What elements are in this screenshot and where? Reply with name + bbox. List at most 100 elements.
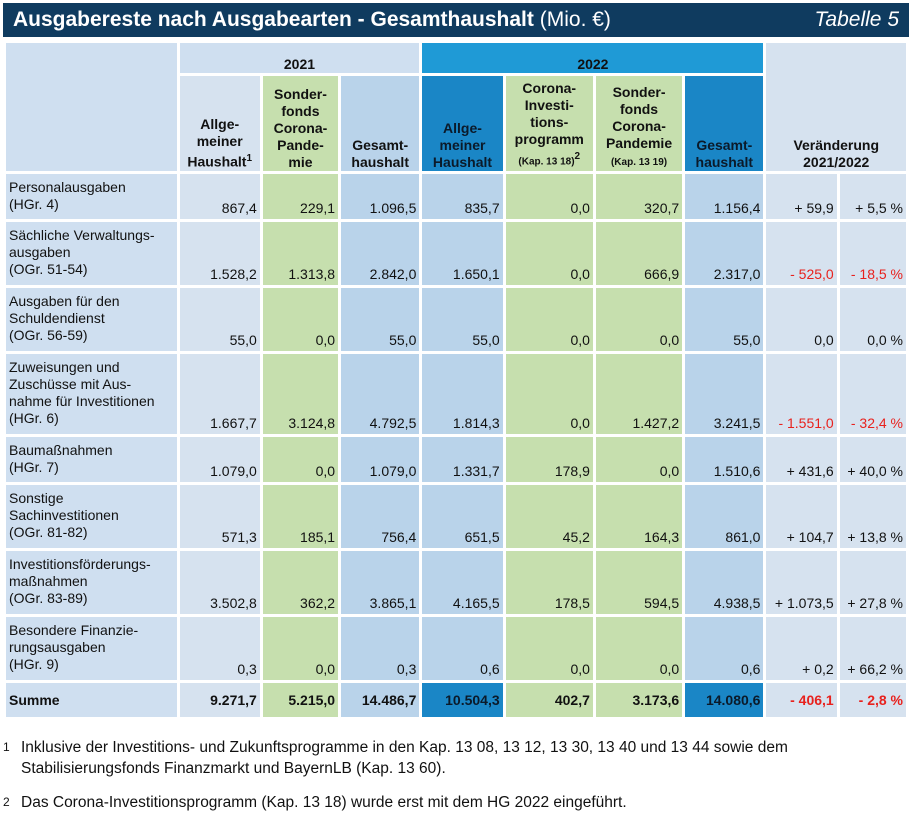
cell-change-abs: 0,0 [766, 285, 837, 351]
cell-a22: 835,7 [422, 171, 503, 219]
cell-s21: 229,1 [262, 171, 339, 219]
cell-c22: 0,0 [505, 171, 593, 219]
cell-a22: 1.650,1 [422, 219, 503, 285]
cell-a21: 3.502,8 [179, 548, 260, 614]
footnote-1: 1 Inklusive der Investitions- und Zukunft… [3, 739, 788, 777]
cell-change-pct: 0,0 % [839, 285, 906, 351]
cell-s22: 1.427,2 [595, 351, 683, 434]
cell-s21: 3.124,8 [262, 351, 339, 434]
cell-a22: 651,5 [422, 482, 503, 548]
cell-a21: 867,4 [179, 171, 260, 219]
cell-s21: 0,0 [262, 614, 339, 680]
cell-change-pct: + 5,5 % [839, 171, 906, 219]
cell-change-abs: + 1.073,5 [766, 548, 837, 614]
cell-change-pct: - 18,5 % [839, 219, 906, 285]
sum-cell-s21: 5.215,0 [262, 680, 339, 717]
cell-s22: 164,3 [595, 482, 683, 548]
cell-change-pct: + 66,2 % [839, 614, 906, 680]
table-row: Investitionsförderungs-maßnahmen (OGr. 83… [6, 548, 906, 614]
cell-g22: 861,0 [685, 482, 764, 548]
table-row: Baumaßnahmen (HGr. 7) 1.079,0 0,0 1.079,0 1.3… [6, 434, 906, 482]
col-header-special-fund-2022: Sonder-fonds Corona- Pandemie (Kap. 13 19) [595, 73, 683, 171]
cell-g22: 1.510,6 [685, 434, 764, 482]
cell-s21: 185,1 [262, 482, 339, 548]
cell-change-abs: + 104,7 [766, 482, 837, 548]
col-header-total-2022: Gesamt-haushalt [685, 73, 764, 171]
cell-a22: 1.331,7 [422, 434, 503, 482]
sum-cell-g21: 14.486,7 [341, 680, 420, 717]
row-label: Sonstige Sachinvestitionen (OGr. 81-82) [6, 482, 177, 548]
cell-s22: 0,0 [595, 614, 683, 680]
cell-change-abs: - 1.551,0 [766, 351, 837, 434]
footnote-2: 2 Das Corona-Investitionsprogramm (Kap. 1… [3, 794, 627, 811]
cell-c22: 178,5 [505, 548, 593, 614]
cell-change-abs: + 0,2 [766, 614, 837, 680]
cell-c22: 0,0 [505, 351, 593, 434]
cell-s22: 0,0 [595, 285, 683, 351]
header-corner [6, 43, 177, 171]
cell-g21: 1.079,0 [341, 434, 420, 482]
cell-a22: 1.814,3 [422, 351, 503, 434]
col-header-total-2021: Gesamt-haushalt [341, 73, 420, 171]
sum-cell-pct: - 2,8 % [839, 680, 906, 717]
table-row: Personalausgaben (HGr. 4) 867,4 229,1 1.096,… [6, 171, 906, 219]
cell-s21: 0,0 [262, 434, 339, 482]
cell-s22: 594,5 [595, 548, 683, 614]
title-bar: Ausgabereste nach Ausgabearten - Gesamth… [3, 3, 909, 37]
cell-c22: 178,9 [505, 434, 593, 482]
cell-g22: 1.156,4 [685, 171, 764, 219]
cell-change-pct: + 40,0 % [839, 434, 906, 482]
sum-cell-g22: 14.080,6 [685, 680, 764, 717]
cell-g22: 55,0 [685, 285, 764, 351]
table-row: Sonstige Sachinvestitionen (OGr. 81-82) 571… [6, 482, 906, 548]
row-label: Personalausgaben (HGr. 4) [6, 171, 177, 219]
sum-row: Summe 9.271,7 5.215,0 14.486,7 10.504,3 402,7… [6, 680, 906, 717]
table-row: Sächliche Verwaltungs-ausgaben (OGr. 51-5… [6, 219, 906, 285]
cell-a21: 1.528,2 [179, 219, 260, 285]
cell-g22: 4.938,5 [685, 548, 764, 614]
sum-cell-a21: 9.271,7 [179, 680, 260, 717]
cell-g21: 4.792,5 [341, 351, 420, 434]
cell-s21: 1.313,8 [262, 219, 339, 285]
cell-g21: 0,3 [341, 614, 420, 680]
cell-a21: 1.667,7 [179, 351, 260, 434]
cell-change-abs: + 59,9 [766, 171, 837, 219]
cell-g21: 2.842,0 [341, 219, 420, 285]
cell-a21: 571,3 [179, 482, 260, 548]
sum-cell-s22: 3.173,6 [595, 680, 683, 717]
cell-c22: 0,0 [505, 219, 593, 285]
cell-c22: 45,2 [505, 482, 593, 548]
row-label: Besondere Finanzie-rungsausgaben (HGr. 9) [6, 614, 177, 680]
row-label: Investitionsförderungs-maßnahmen (OGr. 83… [6, 548, 177, 614]
cell-change-abs: - 525,0 [766, 219, 837, 285]
year-2021-header: 2021 [179, 43, 420, 73]
table-row: Zuweisungen und Zuschüsse mit Aus-nahme f… [6, 351, 906, 434]
sum-cell-a22: 10.504,3 [422, 680, 503, 717]
change-header: Veränderung 2021/2022 [766, 43, 906, 171]
cell-g22: 3.241,5 [685, 351, 764, 434]
year-2022-header: 2022 [422, 43, 764, 73]
cell-s21: 362,2 [262, 548, 339, 614]
expenditure-table: 2021 2022 Veränderung 2021/2022 Allge-mei… [3, 43, 909, 717]
sum-cell-c22: 402,7 [505, 680, 593, 717]
cell-s22: 666,9 [595, 219, 683, 285]
table-row: Ausgaben für den Schuldendienst (OGr. 56-5… [6, 285, 906, 351]
cell-a21: 1.079,0 [179, 434, 260, 482]
sum-cell-abs: - 406,1 [766, 680, 837, 717]
sum-cell-label: Summe [6, 680, 177, 717]
table-row: Besondere Finanzie-rungsausgaben (HGr. 9)… [6, 614, 906, 680]
cell-g21: 55,0 [341, 285, 420, 351]
row-label: Baumaßnahmen (HGr. 7) [6, 434, 177, 482]
cell-s22: 0,0 [595, 434, 683, 482]
cell-g22: 2.317,0 [685, 219, 764, 285]
cell-g21: 1.096,5 [341, 171, 420, 219]
row-label: Zuweisungen und Zuschüsse mit Aus-nahme f… [6, 351, 177, 434]
cell-s21: 0,0 [262, 285, 339, 351]
cell-change-pct: + 13,8 % [839, 482, 906, 548]
cell-s22: 320,7 [595, 171, 683, 219]
col-header-general-2022: Allge-meiner Haushalt [422, 73, 503, 171]
cell-c22: 0,0 [505, 285, 593, 351]
cell-change-pct: + 27,8 % [839, 548, 906, 614]
cell-g21: 3.865,1 [341, 548, 420, 614]
cell-a22: 55,0 [422, 285, 503, 351]
